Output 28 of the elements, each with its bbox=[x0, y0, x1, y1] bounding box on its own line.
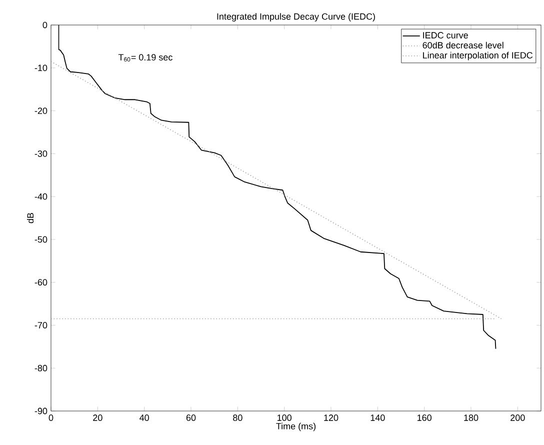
x-tick-label: 60 bbox=[186, 414, 196, 421]
legend-label: Linear interpolation of IEDC bbox=[423, 52, 533, 60]
x-tick-label: 40 bbox=[140, 414, 149, 421]
legend-label: IEDC curve bbox=[423, 32, 468, 38]
y-axis-title: dB bbox=[26, 212, 34, 224]
x-tick-label: 80 bbox=[233, 414, 242, 421]
y-tick-label: -40 bbox=[34, 193, 48, 200]
y-tick-label: -80 bbox=[34, 364, 48, 372]
y-tick-label: -50 bbox=[34, 236, 48, 243]
x-tick-label: 0 bbox=[48, 414, 54, 421]
y-tick-label: 0 bbox=[42, 22, 48, 28]
x-tick-label: 140 bbox=[370, 414, 385, 421]
y-tick-label: -10 bbox=[34, 64, 48, 72]
y-tick-label: -20 bbox=[34, 108, 48, 114]
x-tick-label: 200 bbox=[510, 414, 525, 421]
x-tick-label: 180 bbox=[464, 414, 478, 421]
chart-title: Integrated Impulse Decay Curve (IEDC) bbox=[217, 13, 375, 22]
x-tick-label: 20 bbox=[93, 414, 102, 421]
x-tick-label: 100 bbox=[278, 414, 292, 421]
x-tick-label: 120 bbox=[324, 414, 338, 421]
x-axis-title: Time (ms) bbox=[276, 422, 316, 432]
y-tick-label: -70 bbox=[34, 322, 48, 328]
y-tick-label: -60 bbox=[34, 279, 48, 286]
y-tick-label: -90 bbox=[34, 408, 48, 414]
y-tick-label: -30 bbox=[34, 150, 48, 157]
legend-label: 60dB decrease level bbox=[422, 42, 504, 48]
x-tick-label: 160 bbox=[418, 414, 432, 421]
annotation: T$_{60}$= 0.19 sec bbox=[118, 54, 172, 62]
